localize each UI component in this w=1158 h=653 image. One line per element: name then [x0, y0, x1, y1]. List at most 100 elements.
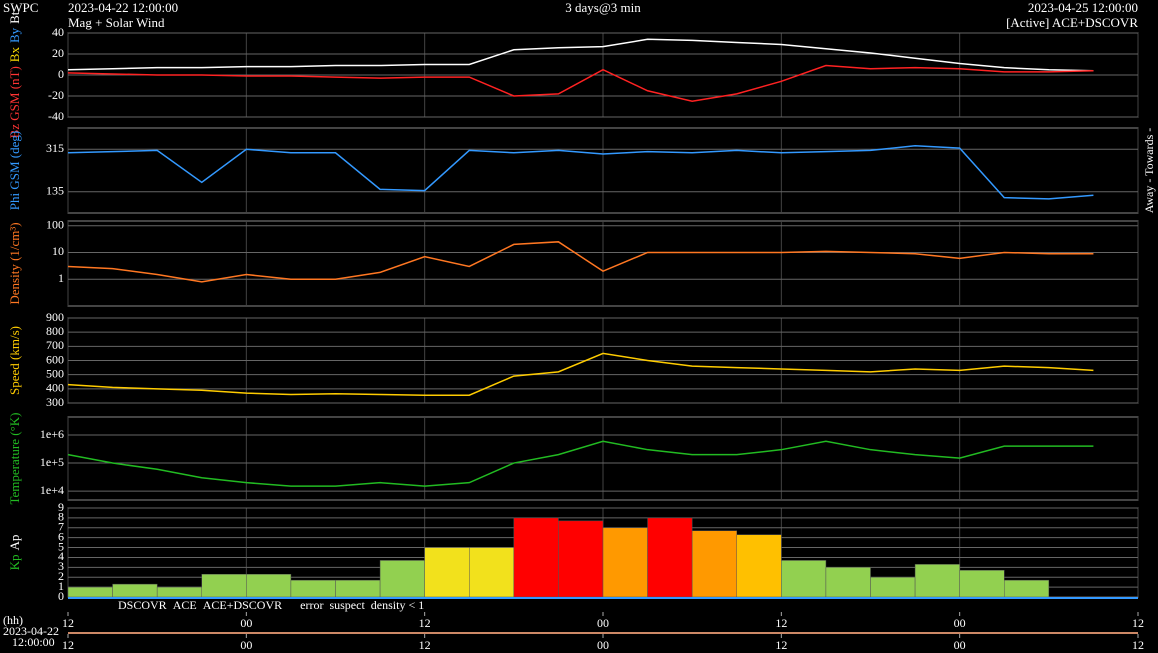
source: [Active] ACE+DSCOVR	[1006, 15, 1138, 30]
x-tick-label: 12	[775, 638, 787, 652]
x-tick-label: 00	[597, 616, 609, 630]
legend-entry: suspect	[329, 598, 365, 612]
bar	[647, 517, 693, 598]
bar	[469, 547, 515, 598]
x-tick-label: 00	[240, 616, 252, 630]
legend-entry: ACE	[173, 598, 197, 612]
bar	[959, 570, 1005, 598]
series-line	[67, 440, 1094, 487]
y-tick-label: 9	[58, 500, 64, 514]
axis-unit: (hh)	[3, 613, 23, 627]
y-tick-label: 500	[46, 366, 64, 380]
y-label-part: Ap	[7, 535, 22, 551]
bar	[558, 520, 604, 598]
y-tick-label: 7	[58, 520, 64, 534]
bar	[246, 574, 292, 598]
bar	[201, 574, 247, 598]
y-tick-label: 600	[46, 352, 64, 366]
y-tick-label: 6	[58, 529, 64, 543]
y-tick-label: 135	[46, 184, 64, 198]
bar	[379, 560, 425, 598]
y-label-part: Bx	[7, 47, 22, 63]
y-tick-label: 2	[58, 569, 64, 583]
y-label-part: Bt	[7, 11, 22, 24]
end-time: 2023-04-25 12:00:00	[1028, 0, 1138, 15]
x-tick-label: 00	[597, 638, 609, 652]
series-line	[67, 144, 1094, 200]
y-axis-label: Bz GSM (nT) Bx By Bt	[7, 11, 22, 138]
x-tick-label: 12	[62, 638, 74, 652]
y-tick-label: 300	[46, 395, 64, 409]
bar	[335, 579, 381, 598]
y-tick-label: 0	[58, 67, 64, 81]
legend-entry: density < 1	[371, 598, 424, 612]
bar	[870, 576, 916, 598]
y-tick-label: 1	[58, 579, 64, 593]
start-time: 2023-04-22 12:00:00	[68, 0, 178, 15]
legend-entry: DSCOVR	[118, 598, 167, 612]
y-tick-label: 315	[46, 141, 64, 155]
y-tick-label: 1e+6	[40, 427, 64, 441]
y-tick-label: 1e+4	[40, 483, 64, 497]
bar	[602, 527, 648, 598]
bar	[156, 586, 203, 598]
y-tick-label: 0	[58, 589, 64, 603]
x-tick-label: 12	[419, 616, 431, 630]
bar	[67, 586, 113, 598]
y-tick-label: -40	[48, 109, 64, 123]
subtitle: Mag + Solar Wind	[68, 15, 165, 30]
bar	[290, 579, 336, 598]
x-tick-label: 12	[1132, 638, 1144, 652]
y-axis-label: Density (1/cm³)	[7, 222, 22, 304]
x-tick-label: 00	[954, 638, 966, 652]
series-line	[67, 352, 1094, 396]
y-tick-label: -20	[48, 88, 64, 102]
x-tick-label: 12	[775, 616, 787, 630]
y-tick-label: 800	[46, 324, 64, 338]
y-tick-label: 700	[46, 338, 64, 352]
span: 3 days@3 min	[565, 0, 641, 15]
legend-entry: ACE+DSCOVR	[203, 598, 282, 612]
x-tick-label: 00	[954, 616, 966, 630]
y-tick-label: 1	[58, 271, 64, 285]
bar	[1004, 579, 1050, 598]
x-tick-label: 12	[62, 616, 74, 630]
y-label-part: Bz GSM (nT)	[7, 66, 22, 138]
y-tick-label: 400	[46, 381, 64, 395]
y-tick-label: 10	[52, 244, 64, 258]
bar	[691, 530, 738, 598]
right-label: Away - Towards -	[1142, 128, 1156, 213]
series-line	[67, 241, 1094, 283]
agency: SWPC	[3, 0, 38, 15]
x-tick-label: 12	[1132, 616, 1144, 630]
axis-date: 2023-04-22	[3, 624, 59, 638]
y-label-part: Speed (km/s)	[7, 326, 22, 395]
y-tick-label: 900	[46, 310, 64, 324]
axis-time: 12:00:00	[12, 635, 55, 649]
bar	[825, 567, 871, 598]
y-tick-label: 8	[58, 510, 64, 524]
y-tick-label: 40	[52, 25, 64, 39]
y-axis-label: Temperature (°K)	[7, 413, 22, 505]
y-tick-label: 3	[58, 559, 64, 573]
y-axis-label: Speed (km/s)	[7, 326, 22, 395]
y-tick-label: 20	[52, 46, 64, 60]
bar	[914, 564, 960, 598]
y-label-part: By	[7, 27, 22, 43]
y-label-part: Kp	[7, 555, 22, 571]
y-label-part: Phi GSM (deg)	[7, 131, 22, 210]
y-tick-label: 5	[58, 539, 64, 553]
bar	[781, 560, 827, 598]
y-axis-label: Phi GSM (deg)	[7, 131, 22, 210]
y-tick-label: 100	[46, 217, 64, 231]
series-line	[67, 64, 1094, 103]
y-label-part: Temperature (°K)	[7, 413, 22, 505]
legend-entry: error	[300, 598, 323, 612]
bar	[736, 534, 782, 598]
bar	[112, 583, 158, 598]
bar	[424, 547, 470, 598]
y-tick-label: 1e+5	[40, 455, 64, 469]
y-label-part: Density (1/cm³)	[7, 222, 22, 304]
x-tick-label: 00	[240, 638, 252, 652]
